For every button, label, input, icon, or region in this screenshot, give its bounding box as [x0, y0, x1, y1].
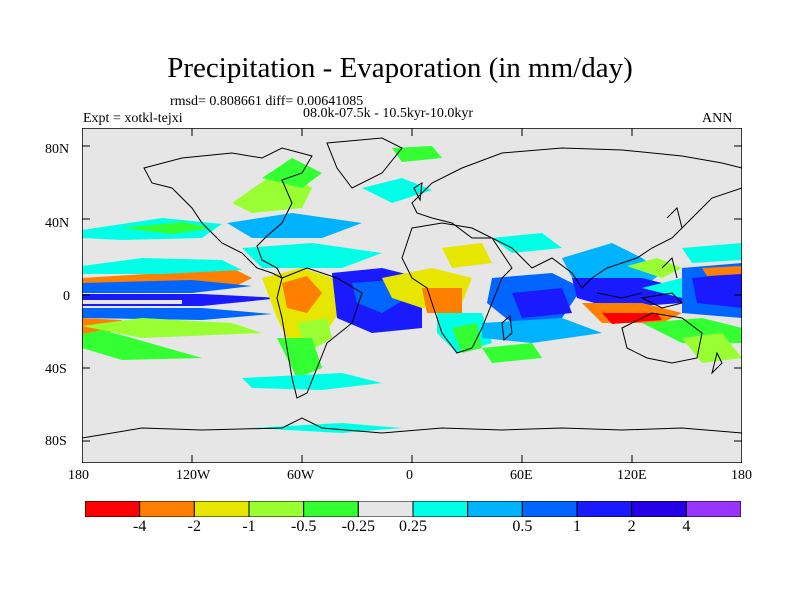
lat-tick-80s: 80S: [45, 434, 67, 449]
colorbar-swatch: [521, 501, 578, 517]
world-map: [82, 128, 742, 463]
plot-title: Precipitation - Evaporation (in mm/day): [167, 52, 633, 84]
colorbar-label: -4: [132, 518, 147, 535]
lat-tick-80n: 80N: [45, 142, 70, 157]
contour-fill: [82, 146, 742, 433]
colorbar-label: -1: [242, 518, 256, 535]
season-label: ANN: [702, 111, 733, 126]
lon-tick-60e: 60E: [510, 468, 533, 483]
colorbar-swatch: [248, 501, 305, 517]
period-text: 08.0k-07.5k - 10.5kyr-10.0kyr: [303, 106, 474, 121]
colorbar-label: 0.25: [399, 518, 427, 535]
lon-tick-120e: 120E: [617, 468, 647, 483]
colorbar-swatch: [85, 501, 141, 517]
colorbar-label: 4: [682, 518, 691, 535]
experiment-label: Expt = xotkl-tejxi: [83, 111, 183, 126]
axis-ticks: [82, 128, 742, 463]
colorbar-label: -0.5: [290, 518, 317, 535]
colorbar-label: 2: [627, 518, 636, 535]
lon-tick-0: 0: [406, 468, 413, 483]
lon-tick-120w: 120W: [176, 468, 211, 483]
lon-tick-180w: 180: [68, 468, 89, 483]
colorbar-swatch: [412, 501, 469, 517]
lat-tick-0: 0: [63, 289, 70, 304]
colorbar-label: 1: [573, 518, 581, 535]
lon-tick-180e: 180: [731, 468, 752, 483]
lon-tick-60w: 60W: [287, 468, 315, 483]
colorbar-swatch: [576, 501, 633, 517]
colorbar-swatch: [139, 501, 195, 517]
lat-tick-40s: 40S: [45, 362, 67, 377]
colorbar-swatch: [685, 501, 741, 517]
coastlines: [82, 137, 742, 439]
colorbar-label: 0.5: [512, 518, 533, 535]
lat-tick-40n: 40N: [45, 216, 70, 231]
colorbar: [85, 501, 741, 517]
colorbar-swatch: [467, 501, 523, 517]
colorbar-label: -0.25: [341, 518, 375, 535]
colorbar-swatch: [193, 501, 250, 517]
colorbar-swatch: [303, 501, 359, 517]
colorbar-label: -2: [187, 518, 201, 535]
colorbar-swatch: [357, 501, 414, 517]
colorbar-swatch: [631, 501, 687, 517]
stats-text: rmsd= 0.808661 diff= 0.00641085: [170, 94, 364, 109]
